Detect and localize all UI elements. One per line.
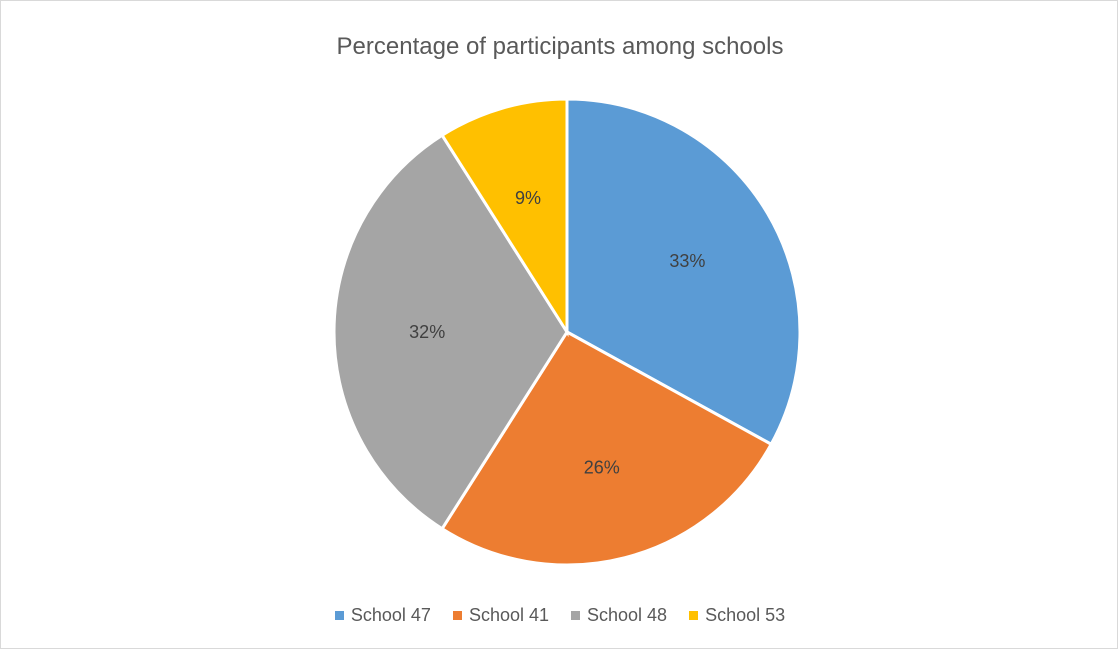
legend-label: School 47 [350,605,431,625]
legend-swatch [689,611,699,620]
pie-slice-school-53 [440,97,569,338]
data-label-school-48: 32% [409,322,445,342]
legend-label: School 53 [705,605,786,625]
legend-item-school-48: School 48 [571,605,667,626]
legend-item-school-53: School 53 [689,605,785,626]
chart-title: Percentage of participants among schools [336,33,784,60]
data-label-school-53: 9% [515,188,541,208]
data-label-school-47: 33% [669,251,705,271]
data-label-school-41: 26% [584,457,620,477]
legend-swatch [334,611,344,620]
legend: School 47 School 41 School 48 School 53 [1,605,1119,626]
legend-item-school-41: School 41 [452,605,549,626]
pie-slice-school-48 [332,133,569,531]
legend-item-school-47: School 47 [334,605,431,626]
legend-swatch [571,611,580,620]
legend-label: School 48 [587,605,668,625]
pie-slice-school-41 [440,330,774,567]
pie-slice-school-47 [565,97,802,447]
legend-label: School 41 [468,605,549,625]
legend-swatch [452,611,462,620]
